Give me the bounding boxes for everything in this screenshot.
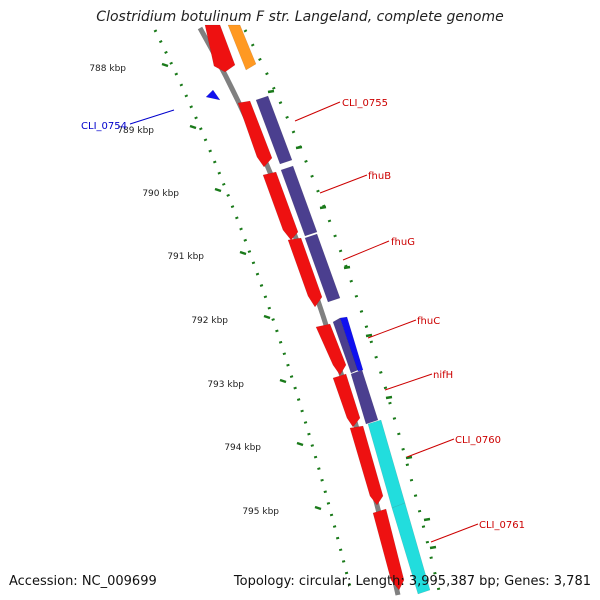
gene-features [204, 24, 437, 595]
gene-label: nifH [433, 370, 453, 381]
cds-feature [315, 323, 347, 376]
cds-feature [262, 171, 299, 241]
gene-label: CLI_0761 [479, 520, 525, 531]
cds-feature-cli0754 [205, 89, 221, 101]
kbp-label: 790 kbp [142, 189, 179, 199]
kbp-tick-mark [314, 505, 322, 511]
kbp-tick-mark [296, 441, 304, 447]
genome-title: Clostridium botulinum F str. Langeland, … [96, 9, 504, 25]
outer-tick-mark [295, 145, 303, 150]
kbp-label: 793 kbp [207, 380, 244, 390]
outer-tick-mark [385, 395, 393, 400]
gene-leader-line [430, 523, 479, 543]
gene-leader-line [367, 319, 417, 339]
gene-labels: CLI_0754 CLI_0755 fhuB fhuG fhuC nifH CLI_0760… [81, 98, 525, 543]
outer-tick-mark [267, 89, 275, 94]
outer-tick-mark [429, 545, 437, 550]
inner-tick-ring [153, 29, 354, 596]
gene-leader-line [129, 109, 175, 125]
outer-tick-ring [243, 29, 442, 596]
gene-label: fhuC [417, 316, 440, 327]
gene-label: CLI_0760 [455, 435, 501, 446]
kbp-tick-mark [279, 378, 287, 384]
gene-label: CLI_0755 [342, 98, 388, 109]
genome-summary-text: Topology: circular; Length: 3,995,387 bp… [233, 574, 591, 589]
kbp-tick-mark [263, 314, 271, 320]
outer-tick-mark [365, 333, 373, 338]
gene-leader-line [319, 174, 368, 194]
gene-label: CLI_0754 [81, 121, 127, 132]
kbp-tick-mark [239, 250, 247, 256]
outer-tick-mark [343, 265, 351, 270]
kbp-marks: 788 kbp 789 kbp 790 kbp 791 kbp 792 kbp 793 k… [89, 62, 322, 517]
transporter-feature [350, 369, 379, 425]
gene-leader-line [294, 101, 341, 122]
kbp-tick-mark [161, 62, 169, 68]
gene-leader-line [384, 373, 433, 391]
outer-tick-mark [405, 455, 413, 460]
transporter-feature [304, 233, 341, 303]
kbp-tick-mark [214, 187, 222, 193]
kbp-label: 791 kbp [167, 252, 204, 262]
gene-label: fhuB [368, 171, 391, 182]
gene-leader-line [342, 240, 390, 261]
rna-feature [227, 24, 257, 71]
outer-tick-mark [423, 517, 431, 522]
cds-feature [237, 100, 273, 168]
accession-text: Accession: NC_009699 [9, 574, 157, 589]
cds-feature [372, 508, 405, 591]
kbp-label: 788 kbp [89, 64, 126, 74]
outer-tick-mark [319, 205, 327, 210]
cds-feature [287, 237, 323, 308]
cds-feature [349, 425, 384, 506]
cds-feature-fhuc [339, 316, 364, 372]
gene-leader-line [406, 438, 455, 458]
gene-label: fhuG [391, 237, 415, 248]
cds-feature-cli0761 [391, 502, 431, 595]
genome-backbone [197, 26, 401, 596]
transporter-feature [280, 165, 318, 237]
kbp-label: 789 kbp [117, 126, 154, 136]
cds-feature [332, 373, 361, 428]
cds-feature [204, 24, 236, 73]
kbp-label: 792 kbp [191, 316, 228, 326]
kbp-label: 795 kbp [242, 507, 279, 517]
kbp-tick-mark [189, 124, 197, 130]
kbp-label: 794 kbp [224, 443, 261, 453]
transporter-feature [255, 95, 293, 165]
